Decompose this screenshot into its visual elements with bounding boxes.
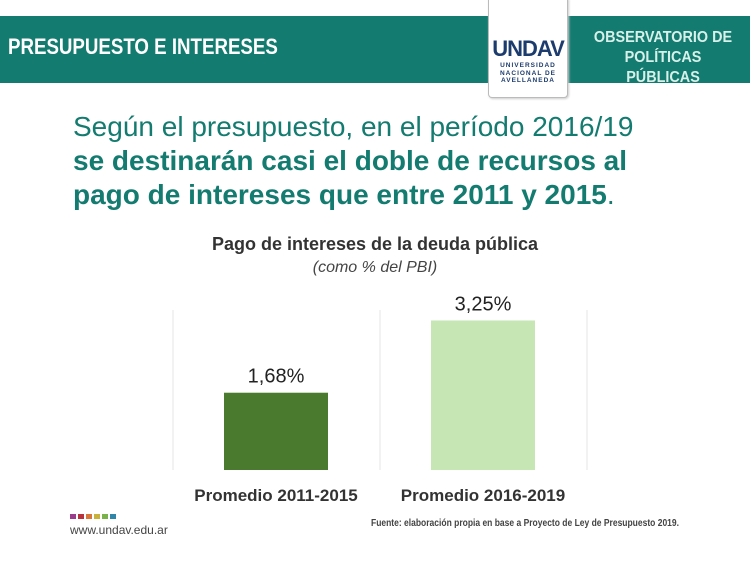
lead-period: . <box>606 179 615 210</box>
brand-dots <box>70 514 116 519</box>
page-title: PRESUPUESTO E INTERESES <box>8 34 278 59</box>
bar <box>224 392 328 470</box>
brand-dot <box>86 514 92 519</box>
brand-dot <box>110 514 116 519</box>
logo-sub: UNIVERSIDAD <box>500 62 556 69</box>
brand-dot <box>78 514 84 519</box>
lead-text: Según el presupuesto, en el período 2016… <box>73 110 750 212</box>
website-link[interactable]: www.undav.edu.ar <box>70 523 168 537</box>
category-label: Promedio 2011-2015 <box>194 486 357 505</box>
brand-dot <box>102 514 108 519</box>
observatorio-line: OBSERVATORIO DE <box>593 29 733 46</box>
bar <box>431 320 535 470</box>
lead-line: Según el presupuesto, en el período 2016… <box>73 111 634 142</box>
data-label: 3,25% <box>455 294 512 316</box>
lead-bold: se destinarán casi el doble de recursos … <box>73 145 628 176</box>
observatorio-line: POLÍTICAS PÚBLICAS <box>624 49 702 86</box>
undav-logo: UNDAV UNIVERSIDAD NACIONAL DE AVELLANEDA <box>488 0 568 98</box>
logo-sub: NACIONAL DE <box>499 69 557 77</box>
category-label: Promedio 2016-2019 <box>401 486 565 505</box>
header-band <box>0 16 750 83</box>
lead-bold: pago de intereses que entre 2011 y 2015. <box>73 178 750 212</box>
brand-dot <box>70 514 76 519</box>
brand-dot <box>94 514 100 519</box>
logo-sub: AVELLANEDA <box>501 77 555 84</box>
lead-bold-text: pago de intereses que entre 2011 y 2015 <box>73 179 607 210</box>
data-label: 1,68% <box>248 366 305 388</box>
source-note: Fuente: elaboración propia en base a Pro… <box>371 518 679 529</box>
chart-title: Pago de intereses de la deuda pública <box>211 234 539 254</box>
chart-subtitle: (como % del PBI) <box>312 259 438 276</box>
observatorio-label: OBSERVATORIO DE POLÍTICAS PÚBLICAS <box>587 28 740 88</box>
logo-mark: UNDAV <box>492 36 565 61</box>
